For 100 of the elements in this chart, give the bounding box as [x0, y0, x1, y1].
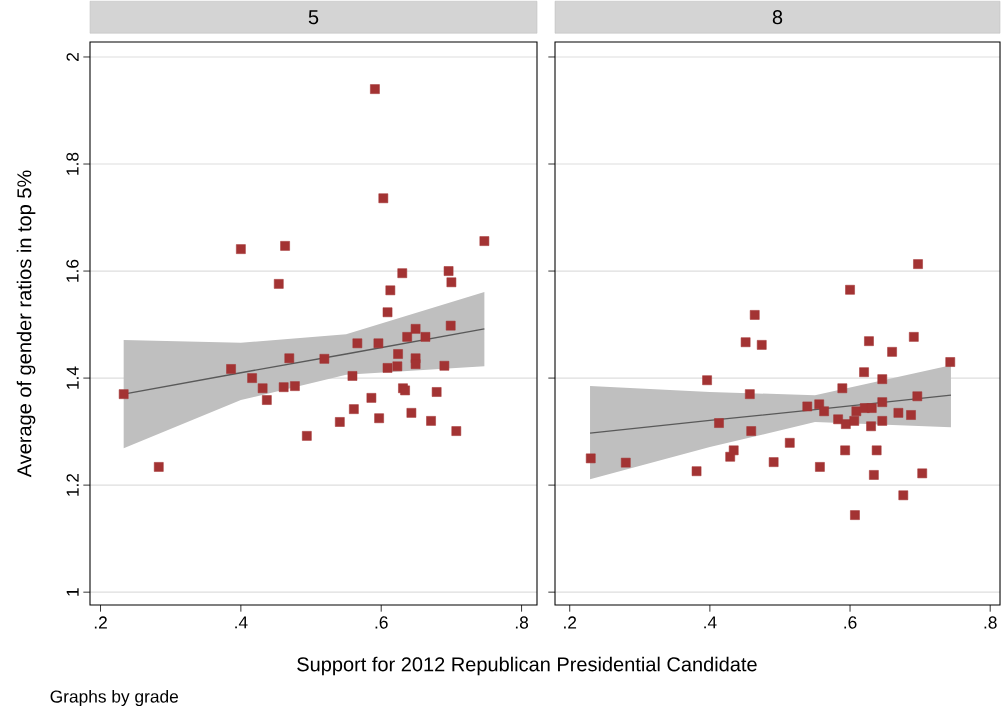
point [745, 389, 755, 399]
point [319, 354, 330, 364]
point [877, 416, 888, 426]
point [290, 381, 300, 391]
point [374, 413, 384, 424]
point [226, 364, 236, 374]
chart-title: 5 [308, 10, 319, 25]
point [784, 438, 795, 448]
point [841, 419, 851, 429]
point [869, 470, 879, 480]
point [893, 408, 904, 418]
text: Graphs by grade [50, 689, 179, 707]
point [302, 431, 312, 441]
point [849, 416, 860, 426]
point [352, 338, 363, 349]
point [728, 445, 739, 456]
point [370, 84, 380, 94]
point [451, 426, 462, 436]
point [815, 462, 825, 472]
point [746, 426, 757, 436]
point [278, 382, 289, 392]
point [756, 340, 767, 350]
point [845, 284, 855, 295]
point [118, 389, 129, 399]
point [768, 457, 779, 467]
point [819, 406, 829, 417]
point [479, 236, 490, 246]
point [378, 193, 389, 204]
point [714, 418, 724, 428]
x-tick-label: .8 [984, 616, 997, 629]
point [335, 417, 345, 427]
y-tick-label: 1.2 [66, 473, 79, 496]
point [349, 404, 359, 414]
point [382, 307, 393, 318]
x-tick-label: .4 [235, 616, 248, 629]
point [877, 374, 888, 384]
x-tick-label: .4 [704, 616, 717, 629]
y-tick-label: 2 [66, 53, 79, 61]
point [620, 457, 631, 468]
point [410, 359, 421, 369]
point [280, 241, 290, 251]
point [851, 406, 862, 417]
point [385, 285, 396, 296]
x-tick-label: .2 [94, 616, 107, 629]
chart-title: 8 [772, 10, 783, 25]
point [397, 268, 408, 278]
point [749, 310, 760, 320]
y-tick-label: 1.4 [66, 366, 79, 389]
point [373, 338, 384, 349]
point [257, 383, 268, 394]
point [347, 371, 358, 381]
point [802, 401, 813, 412]
point [392, 361, 403, 372]
point [887, 347, 897, 357]
point [945, 357, 956, 367]
point [393, 349, 403, 359]
point [864, 336, 874, 346]
point [840, 445, 850, 456]
point [273, 279, 284, 289]
point [236, 244, 246, 254]
point [406, 408, 417, 418]
x-tick-label: .6 [844, 616, 857, 629]
point [850, 510, 860, 520]
point [740, 337, 751, 348]
point [446, 277, 457, 288]
point [426, 416, 436, 426]
point [410, 324, 421, 334]
point [262, 395, 272, 405]
point [837, 383, 848, 394]
point [420, 332, 431, 342]
point [284, 353, 295, 364]
point [877, 397, 888, 407]
point [431, 387, 442, 397]
point [439, 360, 450, 371]
point [866, 403, 877, 413]
point [906, 410, 916, 420]
point [871, 445, 882, 456]
point [585, 453, 596, 464]
point [247, 373, 257, 383]
point [445, 320, 456, 331]
y-axis-title: Average of gender ratios in top 5% [16, 170, 36, 478]
y-tick-label: 1.8 [66, 152, 79, 175]
x-tick-label: .6 [375, 616, 388, 629]
point [402, 332, 412, 342]
x-tick-label: .8 [515, 616, 529, 629]
point [702, 375, 712, 386]
point [382, 363, 393, 373]
point [691, 466, 702, 477]
y-tick-label: 1.6 [66, 259, 79, 282]
x-tick-label: .2 [564, 616, 577, 629]
point [913, 259, 923, 269]
point [859, 367, 869, 377]
point [366, 393, 377, 403]
x-axis-title: Support for 2012 Republican Presidential Candidate [297, 656, 757, 676]
y-tick-label: 1 [66, 588, 79, 596]
point [153, 462, 164, 472]
point [898, 490, 909, 501]
point [909, 332, 919, 342]
point [866, 421, 876, 432]
point [443, 266, 454, 276]
